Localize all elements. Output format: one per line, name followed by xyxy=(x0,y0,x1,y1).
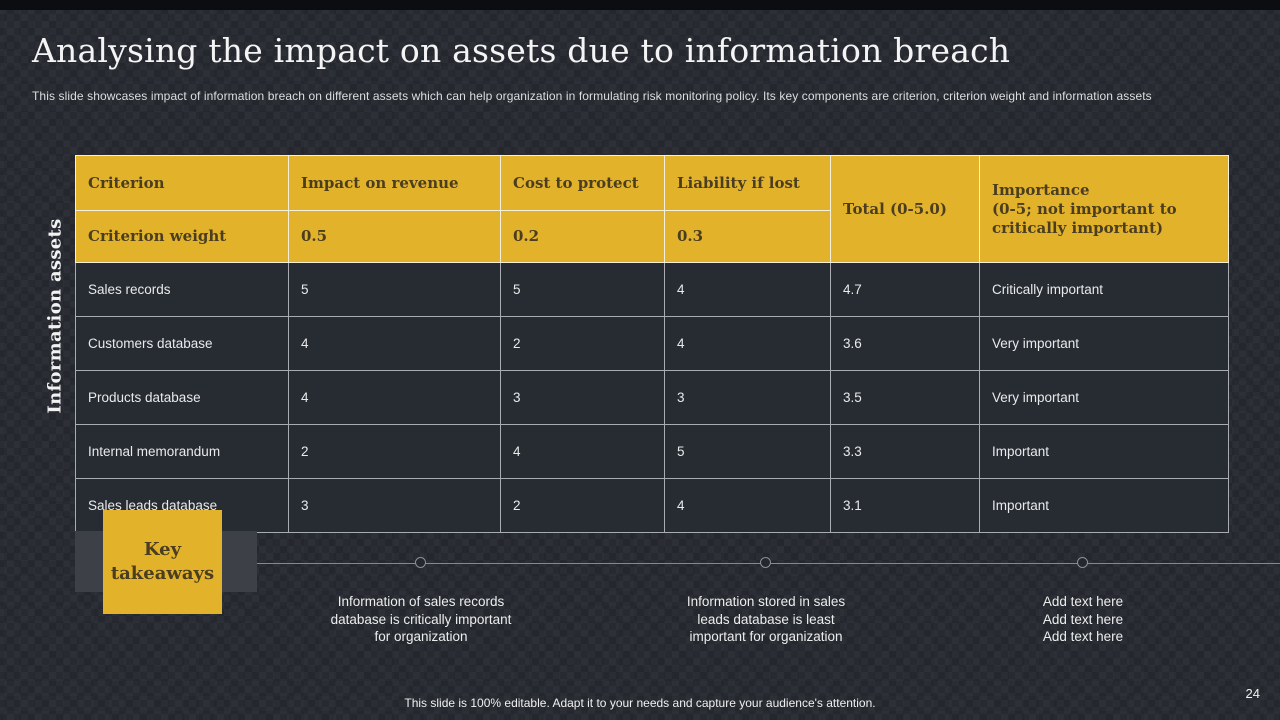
criterion-weight-row: Criterion weight 0.5 0.2 0.3 xyxy=(75,210,1229,263)
cell-criterion: Sales records xyxy=(75,262,289,317)
cell-importance: Critically important xyxy=(979,262,1229,317)
top-accent-bar xyxy=(0,0,1280,10)
weight-label-cell: Criterion weight xyxy=(75,210,289,263)
takeaway-line: Information of sales records xyxy=(337,594,505,609)
cell-total: 4.7 xyxy=(830,262,980,317)
cell-total: 3.1 xyxy=(830,478,980,533)
impact-table: Criterion Impact on revenue Cost to prot… xyxy=(75,155,1229,533)
table-side-label: Information assets xyxy=(44,218,66,414)
header-cell-criterion: Criterion xyxy=(75,155,289,211)
cell-liability: 4 xyxy=(664,262,831,317)
cell-impact: 2 xyxy=(288,424,501,479)
cell-total: 3.5 xyxy=(830,370,980,425)
cell-cost: 2 xyxy=(500,478,665,533)
header-cell-total: Total (0-5.0) xyxy=(830,155,980,263)
weight-cost-cell: 0.2 xyxy=(500,210,665,263)
takeaway-text-2: Information stored in sales leads databa… xyxy=(626,593,906,646)
takeaway-line: important for organization xyxy=(689,629,843,644)
cell-impact: 4 xyxy=(288,316,501,371)
table-row: Products database 4 3 3 3.5 Very importa… xyxy=(75,370,1229,425)
cell-impact: 3 xyxy=(288,478,501,533)
timeline-node-icon xyxy=(760,557,771,568)
cell-liability: 4 xyxy=(664,316,831,371)
page-subtitle: This slide showcases impact of informati… xyxy=(32,89,1152,103)
table-header-row: Criterion Impact on revenue Cost to prot… xyxy=(75,155,1229,263)
cell-total: 3.6 xyxy=(830,316,980,371)
footer-note: This slide is 100% editable. Adapt it to… xyxy=(404,696,876,710)
takeaway-text-1: Information of sales records database is… xyxy=(281,593,561,646)
importance-header-line1: Importance xyxy=(992,180,1090,199)
takeaway-line: Add text here xyxy=(1042,611,1124,627)
cell-impact: 4 xyxy=(288,370,501,425)
header-cell-importance: Importance (0-5; not important to critic… xyxy=(979,155,1229,263)
table-row: Customers database 4 2 4 3.6 Very import… xyxy=(75,316,1229,371)
weight-impact-cell: 0.5 xyxy=(288,210,501,263)
cell-criterion: Internal memorandum xyxy=(75,424,289,479)
takeaway-line: leads database is least xyxy=(697,611,835,627)
page-number: 24 xyxy=(1245,686,1260,701)
key-takeaways-box: Key takeaways xyxy=(103,510,222,614)
cell-importance: Important xyxy=(979,478,1229,533)
cell-total: 3.3 xyxy=(830,424,980,479)
cell-cost: 5 xyxy=(500,262,665,317)
takeaway-line: Add text here xyxy=(1042,629,1124,644)
cell-liability: 4 xyxy=(664,478,831,533)
timeline-node-icon xyxy=(1077,557,1088,568)
weight-liability-cell: 0.3 xyxy=(664,210,831,263)
cell-importance: Important xyxy=(979,424,1229,479)
cell-cost: 2 xyxy=(500,316,665,371)
cell-importance: Very important xyxy=(979,316,1229,371)
takeaway-line: for organization xyxy=(374,629,468,644)
table-row: Internal memorandum 2 4 5 3.3 Important xyxy=(75,424,1229,479)
cell-liability: 5 xyxy=(664,424,831,479)
cell-cost: 4 xyxy=(500,424,665,479)
takeaway-line: Add text here xyxy=(1042,594,1124,609)
cell-criterion: Products database xyxy=(75,370,289,425)
header-cell-liability: Liability if lost xyxy=(664,155,831,211)
importance-header-line2: (0-5; not important to critically import… xyxy=(992,199,1177,237)
timeline-node-icon xyxy=(415,557,426,568)
table-row: Sales leads database 3 2 4 3.1 Important xyxy=(75,478,1229,533)
takeaway-line: Information stored in sales xyxy=(686,594,846,609)
cell-impact: 5 xyxy=(288,262,501,317)
cell-cost: 3 xyxy=(500,370,665,425)
page-title: Analysing the impact on assets due to in… xyxy=(32,31,1011,70)
header-cell-cost: Cost to protect xyxy=(500,155,665,211)
header-cell-impact: Impact on revenue xyxy=(288,155,501,211)
takeaway-text-3: Add text here Add text here Add text her… xyxy=(943,593,1223,646)
cell-importance: Very important xyxy=(979,370,1229,425)
cell-liability: 3 xyxy=(664,370,831,425)
table-row: Sales records 5 5 4 4.7 Critically impor… xyxy=(75,262,1229,317)
takeaway-line: database is critically important xyxy=(330,611,512,627)
cell-criterion: Customers database xyxy=(75,316,289,371)
